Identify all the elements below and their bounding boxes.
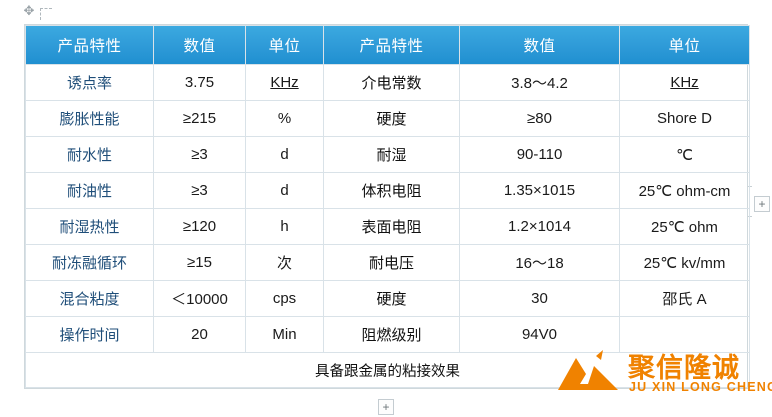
table-row: 膨胀性能 ≥215 % 硬度 ≥80 Shore D: [25, 100, 750, 137]
cell-value-1: 3.75: [153, 64, 246, 101]
company-logo: 聚信隆诚 JU XIN LONG CHENG: [556, 344, 772, 406]
table-row: 混合粘度 ＜10000 cps 硬度 30 邵氏 A: [25, 280, 750, 317]
side-tick-upper: [747, 186, 752, 187]
cell-unit-2: KHz: [619, 64, 750, 101]
column-header-unit-1: 单位: [245, 25, 324, 65]
table-row: 耐油性 ≥3 d 体积电阻 1.35×1015 25℃ ohm-cm: [25, 172, 750, 209]
cell-unit-1: 次: [245, 244, 324, 281]
cell-property-2: 耐电压: [323, 244, 460, 281]
cell-value-2: ≥80: [459, 100, 620, 137]
cell-property-2: 介电常数: [323, 64, 460, 101]
add-row-button[interactable]: +: [378, 399, 394, 415]
column-header-property-1: 产品特性: [25, 25, 154, 65]
cell-value-1: 20: [153, 316, 246, 353]
table-footer-row: 具备跟金属的粘接效果: [25, 352, 750, 388]
cell-unit-2: Shore D: [619, 100, 750, 137]
cell-property-2: 体积电阻: [323, 172, 460, 209]
cell-unit-1: cps: [245, 280, 324, 317]
cell-unit-2: 邵氏 A: [619, 280, 750, 317]
cell-property-1: 混合粘度: [25, 280, 154, 317]
cell-unit-2: 25℃ ohm-cm: [619, 172, 750, 209]
column-header-value-1: 数值: [153, 25, 246, 65]
cell-unit-2: [619, 316, 750, 353]
move-handle[interactable]: ✥: [23, 3, 35, 18]
cell-value-1: ≥215: [153, 100, 246, 137]
cell-property-1: 耐冻融循环: [25, 244, 154, 281]
table-body: 诱点率 3.75 KHz 介电常数 3.8～4.2 KHz 膨胀性能 ≥215 …: [25, 64, 750, 388]
column-header-property-2: 产品特性: [323, 25, 460, 65]
table-header: 产品特性 数值 单位 产品特性 数值 单位: [25, 25, 750, 65]
cell-property-2: 阻燃级别: [323, 316, 460, 353]
cell-property-2: 耐湿: [323, 136, 460, 173]
table-row: 耐湿热性 ≥120 h 表面电阻 1.2×1014 25℃ ohm: [25, 208, 750, 245]
cell-value-2: 1.35×1015: [459, 172, 620, 209]
cell-unit-1: h: [245, 208, 324, 245]
mountain-logo-icon: [556, 350, 620, 394]
cell-value-2: 16～18: [459, 244, 620, 281]
cell-property-1: 操作时间: [25, 316, 154, 353]
cell-value-2: 3.8～4.2: [459, 64, 620, 101]
column-header-unit-2: 单位: [619, 25, 750, 65]
cell-unit-2: ℃: [619, 136, 750, 173]
table-row: 耐冻融循环 ≥15 次 耐电压 16～18 25℃ kv/mm: [25, 244, 750, 281]
cell-unit-2: 25℃ kv/mm: [619, 244, 750, 281]
cell-value-2: 94V0: [459, 316, 620, 353]
table-header-row: 产品特性 数值 单位 产品特性 数值 单位: [25, 25, 750, 65]
cell-unit-1: d: [245, 136, 324, 173]
table-row: 耐水性 ≥3 d 耐湿 90-110 ℃: [25, 136, 750, 173]
cell-property-2: 硬度: [323, 100, 460, 137]
cell-value-2: 90-110: [459, 136, 620, 173]
column-header-value-2: 数值: [459, 25, 620, 65]
side-tick-lower: [747, 216, 752, 217]
cell-property-2: 硬度: [323, 280, 460, 317]
cell-value-1: ≥3: [153, 136, 246, 173]
cell-property-1: 耐油性: [25, 172, 154, 209]
brand-name-cn: 聚信隆诚: [628, 353, 740, 383]
table-row: 操作时间 20 Min 阻燃级别 94V0: [25, 316, 750, 353]
cell-unit-1: %: [245, 100, 324, 137]
cell-property-1: 诱点率: [25, 64, 154, 101]
properties-table: 产品特性 数值 单位 产品特性 数值 单位 诱点率 3.75 KHz 介电常数 …: [25, 25, 750, 388]
cell-value-1: ＜10000: [153, 280, 246, 317]
cell-value-1: ≥15: [153, 244, 246, 281]
cell-property-2: 表面电阻: [323, 208, 460, 245]
cell-value-2: 30: [459, 280, 620, 317]
selection-corner-top-left: [40, 8, 52, 20]
properties-table-container: 产品特性 数值 单位 产品特性 数值 单位 诱点率 3.75 KHz 介电常数 …: [24, 24, 750, 389]
brand-name-en: JU XIN LONG CHENG: [629, 380, 772, 394]
cell-property-1: 耐水性: [25, 136, 154, 173]
cell-unit-1: d: [245, 172, 324, 209]
cell-value-1: ≥3: [153, 172, 246, 209]
cell-value-1: ≥120: [153, 208, 246, 245]
cell-value-2: 1.2×1014: [459, 208, 620, 245]
cell-unit-2: 25℃ ohm: [619, 208, 750, 245]
cell-unit-1: Min: [245, 316, 324, 353]
cell-property-1: 膨胀性能: [25, 100, 154, 137]
cell-unit-1: KHz: [245, 64, 324, 101]
cell-property-1: 耐湿热性: [25, 208, 154, 245]
table-row: 诱点率 3.75 KHz 介电常数 3.8～4.2 KHz: [25, 64, 750, 101]
footer-note: 具备跟金属的粘接效果: [25, 352, 750, 388]
add-column-button[interactable]: +: [754, 196, 770, 212]
